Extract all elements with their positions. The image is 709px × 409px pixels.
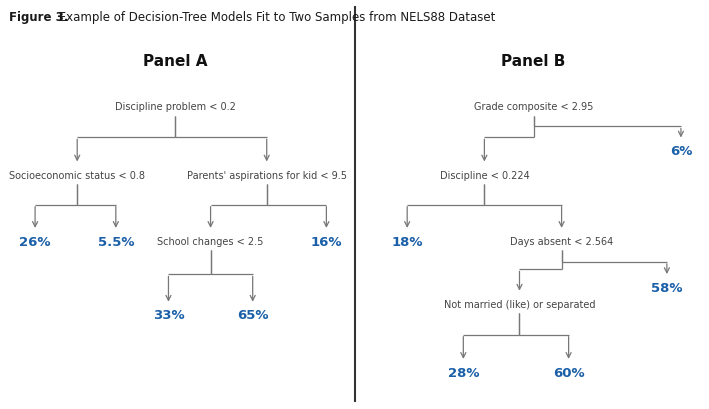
Text: 18%: 18% bbox=[391, 235, 423, 248]
Text: 6%: 6% bbox=[670, 145, 692, 158]
Text: 60%: 60% bbox=[553, 366, 584, 379]
Text: Example of Decision-Tree Models Fit to Two Samples from NELS88 Dataset: Example of Decision-Tree Models Fit to T… bbox=[55, 11, 496, 25]
Text: Panel B: Panel B bbox=[501, 54, 566, 69]
Text: 58%: 58% bbox=[651, 281, 683, 294]
Text: School changes < 2.5: School changes < 2.5 bbox=[157, 236, 264, 247]
Text: Grade composite < 2.95: Grade composite < 2.95 bbox=[474, 102, 593, 112]
Text: 28%: 28% bbox=[447, 366, 479, 379]
Text: Not married (like) or separated: Not married (like) or separated bbox=[444, 299, 596, 309]
Text: 26%: 26% bbox=[19, 235, 51, 248]
Text: 16%: 16% bbox=[311, 235, 342, 248]
Text: 5.5%: 5.5% bbox=[98, 235, 134, 248]
Text: 33%: 33% bbox=[152, 309, 184, 321]
Text: Discipline < 0.224: Discipline < 0.224 bbox=[440, 170, 529, 180]
Text: Parents' aspirations for kid < 9.5: Parents' aspirations for kid < 9.5 bbox=[186, 170, 347, 180]
Text: 65%: 65% bbox=[237, 309, 269, 321]
Text: Figure 3.: Figure 3. bbox=[9, 11, 68, 25]
Text: Panel A: Panel A bbox=[143, 54, 208, 69]
Text: Days absent < 2.564: Days absent < 2.564 bbox=[510, 236, 613, 247]
Text: Socioeconomic status < 0.8: Socioeconomic status < 0.8 bbox=[9, 170, 145, 180]
Text: Discipline problem < 0.2: Discipline problem < 0.2 bbox=[115, 102, 236, 112]
